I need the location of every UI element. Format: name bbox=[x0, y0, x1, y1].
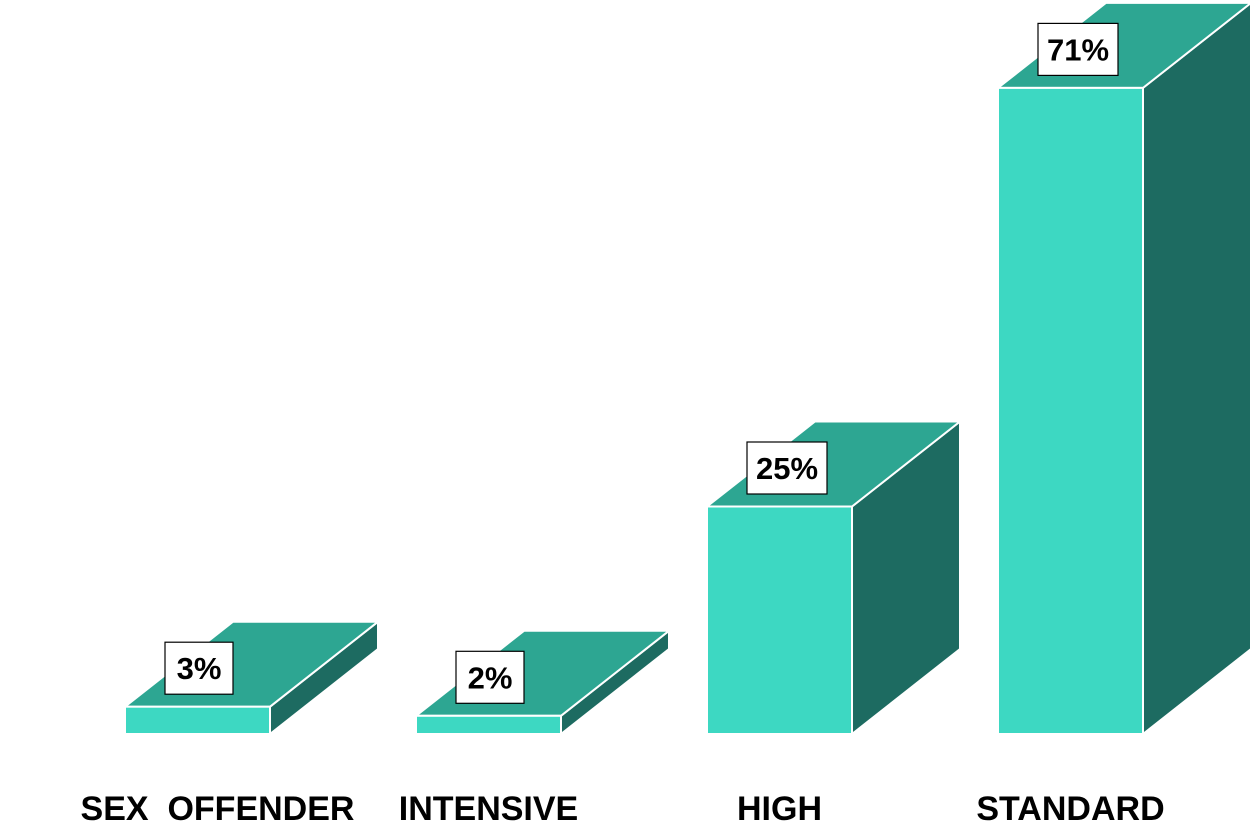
data-label-box bbox=[455, 650, 525, 704]
category-label-standard: STANDARD bbox=[976, 790, 1164, 825]
data-label-text: 71% bbox=[1047, 32, 1109, 67]
category-label-high: HIGH bbox=[737, 790, 822, 825]
data-label-box bbox=[746, 441, 828, 495]
category-labels-group: SEX OFFENDER INTENSIVE HIGH STANDARD bbox=[81, 790, 1165, 825]
bars-group: 3% 2% 25% 71% bbox=[122, 1, 1251, 737]
bar-front-face bbox=[415, 714, 562, 735]
data-label-high: 25% bbox=[746, 441, 828, 495]
bar-high: 25% bbox=[704, 419, 963, 737]
data-label-standard: 71% bbox=[1037, 22, 1119, 76]
bar-standard: 71% bbox=[995, 1, 1251, 737]
bar-sex-offender: 3% bbox=[122, 619, 381, 737]
data-label-box bbox=[164, 641, 234, 695]
data-label-text: 3% bbox=[177, 651, 222, 686]
data-label-intensive: 2% bbox=[455, 650, 525, 704]
data-label-text: 2% bbox=[468, 660, 513, 695]
data-label-text: 25% bbox=[756, 451, 818, 486]
data-label-sex-offender: 3% bbox=[164, 641, 234, 695]
bar-intensive: 2% bbox=[413, 628, 672, 737]
bar-front-face bbox=[706, 505, 853, 735]
category-label-sex-offender: SEX OFFENDER bbox=[81, 790, 355, 825]
category-label-intensive: INTENSIVE bbox=[399, 790, 578, 825]
bar-front-face bbox=[124, 705, 271, 736]
bar-side-face bbox=[1142, 1, 1251, 737]
bar-front-face bbox=[997, 86, 1144, 735]
data-label-box bbox=[1037, 22, 1119, 76]
